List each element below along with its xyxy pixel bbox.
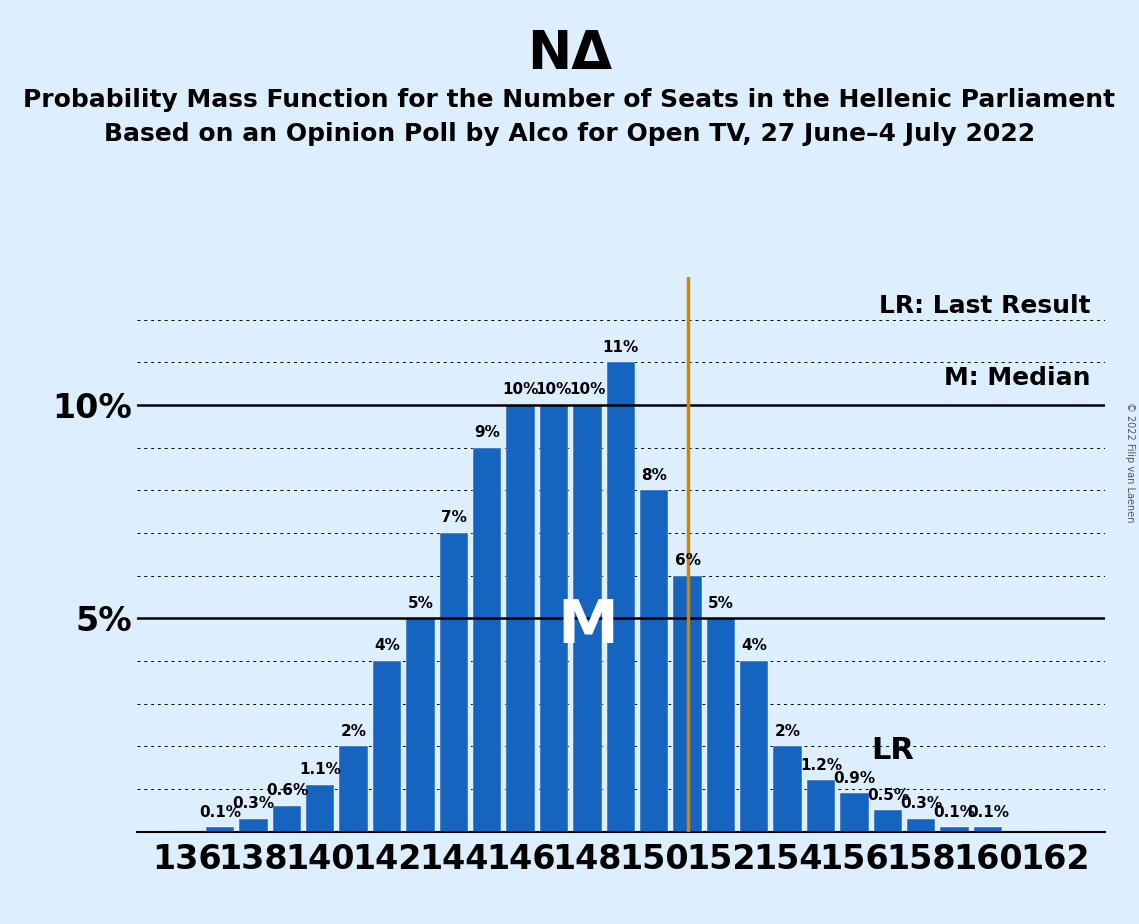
Bar [573, 405, 601, 832]
Bar [841, 793, 869, 832]
Text: 0.6%: 0.6% [265, 784, 308, 798]
Bar [206, 827, 235, 832]
Text: 5%: 5% [408, 596, 433, 611]
Text: 4%: 4% [741, 638, 768, 653]
Bar [540, 405, 568, 832]
Text: 9%: 9% [474, 425, 500, 440]
Text: M: M [557, 598, 617, 656]
Bar [640, 491, 669, 832]
Text: Probability Mass Function for the Number of Seats in the Hellenic Parliament: Probability Mass Function for the Number… [24, 88, 1115, 112]
Text: Based on an Opinion Poll by Alco for Open TV, 27 June–4 July 2022: Based on an Opinion Poll by Alco for Ope… [104, 122, 1035, 146]
Bar [239, 819, 268, 832]
Bar [974, 827, 1002, 832]
Text: 0.1%: 0.1% [934, 805, 976, 820]
Bar [740, 661, 769, 832]
Bar [907, 819, 935, 832]
Text: LR: Last Result: LR: Last Result [878, 294, 1090, 318]
Bar [507, 405, 535, 832]
Bar [306, 784, 335, 832]
Text: NΔ: NΔ [527, 28, 612, 79]
Text: 7%: 7% [441, 510, 467, 526]
Text: M: Median: M: Median [944, 366, 1090, 390]
Text: 1.2%: 1.2% [800, 758, 842, 772]
Text: © 2022 Filip van Laenen: © 2022 Filip van Laenen [1125, 402, 1134, 522]
Bar [339, 747, 368, 832]
Text: 4%: 4% [374, 638, 400, 653]
Text: 0.1%: 0.1% [199, 805, 241, 820]
Text: LR: LR [871, 736, 913, 765]
Bar [806, 781, 835, 832]
Bar [607, 362, 634, 832]
Text: 5%: 5% [708, 596, 734, 611]
Bar [473, 448, 501, 832]
Text: 6%: 6% [674, 553, 700, 568]
Text: 10%: 10% [535, 383, 572, 397]
Bar [706, 618, 735, 832]
Bar [407, 618, 435, 832]
Text: 0.3%: 0.3% [900, 796, 942, 811]
Text: 0.3%: 0.3% [232, 796, 274, 811]
Text: 2%: 2% [341, 723, 367, 738]
Bar [372, 661, 401, 832]
Bar [272, 806, 301, 832]
Text: 0.1%: 0.1% [967, 805, 1009, 820]
Text: 2%: 2% [775, 723, 801, 738]
Bar [673, 576, 702, 832]
Bar [440, 533, 468, 832]
Text: 0.9%: 0.9% [834, 771, 876, 785]
Bar [941, 827, 969, 832]
Text: 10%: 10% [502, 383, 539, 397]
Bar [874, 810, 902, 832]
Text: 11%: 11% [603, 340, 639, 355]
Text: 8%: 8% [641, 468, 667, 482]
Text: 0.5%: 0.5% [867, 787, 909, 803]
Text: 10%: 10% [570, 383, 606, 397]
Bar [773, 747, 802, 832]
Text: 1.1%: 1.1% [300, 762, 342, 777]
